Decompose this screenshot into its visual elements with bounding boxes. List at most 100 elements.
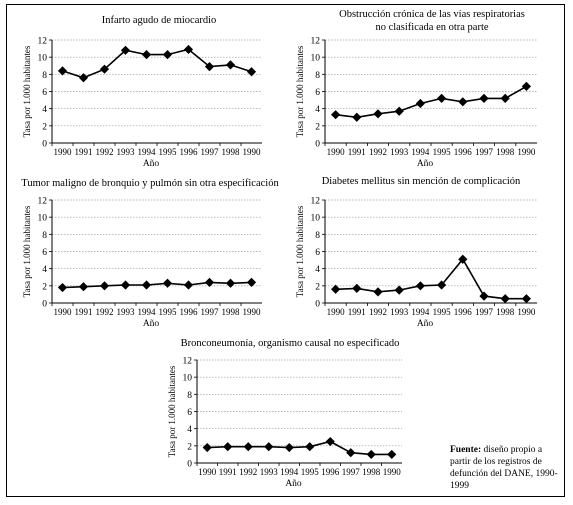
data-point	[325, 436, 335, 447]
data-point	[162, 49, 173, 60]
y-tick-label: 6	[315, 88, 320, 98]
y-tick-label: 12	[38, 37, 48, 47]
data-point	[223, 442, 233, 452]
chart-3: Tumor maligno de bronquio y pulmón sin o…	[21, 178, 279, 329]
x-tick-label: 1991	[348, 307, 366, 317]
data-point	[458, 97, 468, 107]
data-point	[373, 287, 383, 297]
y-tick-label: 6	[315, 248, 320, 258]
data-point	[120, 45, 131, 55]
y-tick-label: 0	[42, 300, 47, 310]
y-tick-label: 10	[183, 374, 193, 384]
x-axis-label: Año	[417, 159, 434, 169]
y-tick-label: 12	[38, 197, 48, 207]
chart-2: Obstrucción crónica de las vías respirat…	[295, 9, 537, 169]
y-tick-label: 6	[187, 408, 192, 418]
data-point	[141, 280, 152, 290]
y-tick-label: 4	[315, 105, 320, 115]
series-line	[335, 257, 527, 300]
y-tick-label: 2	[315, 282, 320, 292]
data-point	[479, 93, 489, 103]
y-tick-label: 10	[38, 214, 48, 224]
x-tick-label: 1997	[342, 467, 361, 477]
data-point	[415, 98, 425, 109]
data-point	[521, 294, 531, 304]
data-point	[120, 280, 131, 290]
data-point	[99, 281, 110, 291]
y-axis-label: Tasa por 1.000 habitantes	[22, 45, 32, 137]
data-point	[500, 294, 510, 304]
y-tick-label: 6	[42, 88, 47, 98]
y-tick-label: 6	[42, 248, 47, 258]
chart-title: no clasificada en otra parte	[375, 22, 488, 33]
x-tick-label: 1996	[180, 307, 199, 317]
x-tick-label: 1992	[96, 307, 114, 317]
data-point	[415, 281, 425, 291]
data-point	[246, 67, 257, 77]
data-point	[458, 254, 468, 264]
chart-title: Tumor maligno de bronquio y pulmón sin o…	[21, 178, 279, 189]
x-tick-label: 1996	[454, 307, 473, 317]
x-tick-label: 1993	[117, 147, 136, 157]
data-point	[352, 283, 362, 294]
chart-4: Diabetes mellitus sin mención de complic…	[295, 176, 537, 329]
y-tick-label: 2	[42, 122, 47, 132]
data-point	[500, 93, 510, 103]
data-point	[346, 448, 356, 458]
y-tick-label: 2	[315, 122, 320, 132]
x-tick-label: 1994	[411, 307, 430, 317]
y-tick-label: 8	[187, 391, 192, 401]
chart-5: Bronconeumonía, organismo causal no espe…	[167, 338, 402, 489]
x-tick-label: 1995	[433, 147, 452, 157]
x-tick-label: 1991	[348, 147, 366, 157]
x-tick-label: 1997	[201, 147, 220, 157]
x-tick-label: 1992	[96, 147, 114, 157]
data-point	[331, 110, 341, 120]
series-line	[335, 85, 527, 119]
x-tick-label: 1990	[383, 467, 402, 477]
x-tick-label: 1997	[475, 147, 494, 157]
data-point	[366, 449, 376, 460]
data-point	[99, 64, 110, 74]
figure-frame	[6, 4, 565, 497]
data-point	[394, 285, 404, 295]
x-tick-label: 1993	[390, 307, 409, 317]
y-tick-label: 8	[42, 71, 47, 81]
x-tick-label: 1990	[54, 147, 73, 157]
x-tick-label: 1990	[327, 147, 346, 157]
x-tick-label: 1998	[362, 467, 381, 477]
data-point	[352, 112, 362, 122]
chart-title: Infarto agudo de miocardio	[102, 15, 217, 26]
y-tick-label: 12	[311, 37, 321, 47]
x-tick-label: 1997	[475, 307, 494, 317]
y-tick-label: 4	[187, 425, 192, 435]
series-line	[62, 48, 252, 79]
data-point	[373, 109, 383, 119]
x-tick-label: 1990	[517, 147, 536, 157]
data-point	[57, 282, 68, 293]
data-point	[243, 442, 253, 452]
x-tick-label: 1995	[159, 147, 178, 157]
x-tick-label: 1996	[454, 147, 473, 157]
y-tick-label: 4	[315, 265, 320, 275]
y-axis-label: Tasa por 1.000 habitantes	[295, 205, 305, 297]
data-point	[141, 49, 152, 60]
x-tick-label: 1996	[180, 147, 199, 157]
y-tick-label: 8	[315, 231, 320, 241]
y-tick-label: 12	[183, 357, 193, 367]
x-tick-label: 1998	[496, 307, 515, 317]
chart-title: Obstrucción crónica de las vías respirat…	[339, 9, 525, 20]
chart-title: Diabetes mellitus sin mención de complic…	[322, 176, 521, 187]
y-tick-label: 0	[315, 300, 320, 310]
data-point	[204, 277, 215, 287]
y-tick-label: 10	[38, 54, 48, 64]
source-note: Fuente: diseño propio a partir de los re…	[450, 444, 562, 492]
data-point	[305, 442, 315, 452]
x-tick-label: 1998	[222, 307, 241, 317]
x-tick-label: 1994	[280, 467, 299, 477]
x-tick-label: 1990	[54, 307, 73, 317]
data-point	[183, 280, 194, 290]
x-tick-label: 1990	[327, 307, 346, 317]
x-axis-label: Año	[417, 319, 434, 329]
x-tick-label: 1998	[222, 147, 241, 157]
